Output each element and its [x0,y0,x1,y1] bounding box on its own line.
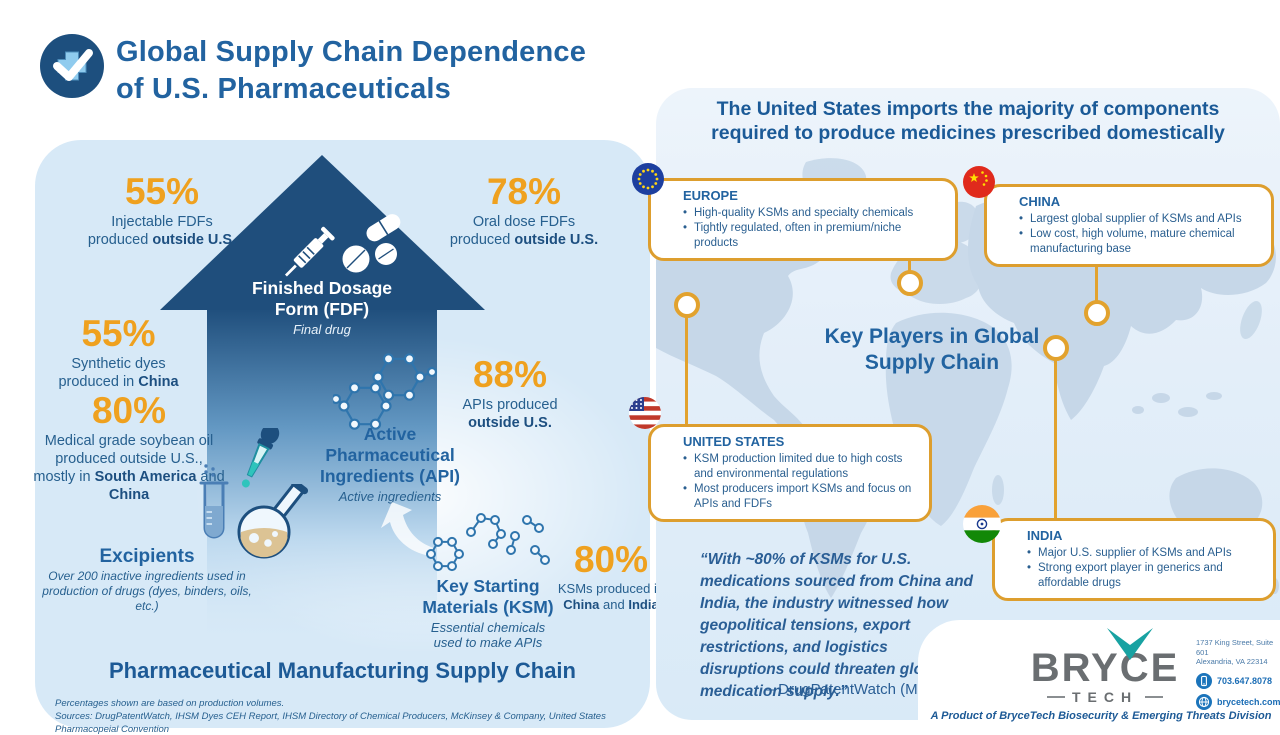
callout-bullet: Most producers import KSMs and focus on … [683,482,919,512]
callout-china: CHINA Largest global supplier of KSMs an… [984,184,1274,267]
arrow-shaft [207,308,437,645]
stat-soybean-oil: 80% Medical grade soybean oil produced o… [33,392,225,504]
stat-description: Oral dose FDFs produced outside U.S. [449,214,599,248]
stat-description: Injectable FDFs produced outside U.S. [87,214,237,248]
callout-bullet: Major U.S. supplier of KSMs and APIs [1027,546,1263,561]
brand-website-row: brycetech.com [1196,693,1280,710]
us-pin-line [685,313,688,424]
callout-title: EUROPE [683,188,738,203]
callout-bullet: High-quality KSMs and specialty chemical… [683,206,945,221]
brand-tagline: A Product of BryceTech Biosecurity & Eme… [930,710,1272,722]
stage-excipients-label: Excipients Over 200 inactive ingredients… [42,546,252,613]
flow-up-arrow-icon [381,502,434,556]
china-map-pin [1084,300,1110,326]
flask-icon [237,484,309,559]
brand-phone-row: 703.647.8078 [1196,672,1280,689]
europe-map-pin [897,270,923,296]
page-title: Global Supply Chain Dependence of U.S. P… [116,34,586,108]
syringe-icon [284,226,335,277]
dropper-icon [241,428,280,488]
stat-description: APIs produced outside U.S. [462,397,558,431]
india-pin-line [1054,356,1057,518]
teal-check-icon [1106,628,1153,660]
stat-injectable-fdf: 55% Injectable FDFs produced outside U.S… [62,173,262,249]
arrow-head [160,155,485,310]
api-molecule-icon [333,353,438,430]
brand-contact: 1737 King Street, Suite 601 Alexandria, … [1196,638,1280,710]
stage-fdf-label: Finished Dosage Form (FDF) Final drug [251,278,393,337]
india-map-pin [1043,335,1069,361]
ksm-molecules-icon [426,513,550,572]
phone-icon [1196,672,1212,689]
china-pin-line [1095,254,1098,305]
callout-bullet: Low cost, high volume, mature chemical m… [1019,227,1261,257]
stat-value: 80% [573,539,649,580]
globe-icon [1196,693,1212,710]
stat-value: 55% [124,171,200,212]
callout-bullet: Largest global supplier of KSMs and APIs [1019,212,1261,227]
callout-title: CHINA [1019,194,1061,209]
brand-wordmark: BRYCE [1031,628,1180,688]
stat-apis: 88% APIs produced outside U.S. [440,356,580,432]
page-title-line1: Global Supply Chain Dependence [116,36,587,68]
china-flag-icon [963,166,995,198]
brand-wordmark-sub: TECH [995,689,1215,705]
callout-title: UNITED STATES [683,434,785,449]
callout-europe: EUROPE High-quality KSMs and specialty c… [648,178,958,261]
brand-area [918,620,1280,735]
stat-oral-fdf: 78% Oral dose FDFs produced outside U.S. [418,173,630,249]
stat-value: 55% [81,313,156,354]
stat-description: Synthetic dyes produced in China [58,356,179,390]
map-headline: The United States imports the majority o… [711,98,1225,144]
stat-ksms: 80% KSMs produced in China and India [557,541,665,613]
sources-footnote: Percentages shown are based on productio… [55,698,606,735]
brand-address: 1737 King Street, Suite 601 Alexandria, … [1196,638,1274,666]
stat-value: 78% [486,171,562,212]
page-title-line2: of U.S. Pharmaceuticals [116,73,451,105]
eu-flag-icon [632,163,664,195]
callout-united-states: UNITED STATES KSM production limited due… [648,424,932,522]
stat-value: 80% [91,390,167,431]
map-title: Key Players in Global Supply Chain [824,325,1040,374]
india-flag-icon [963,505,1001,543]
stat-description: Medical grade soybean oil produced outsi… [33,433,225,503]
callout-title: INDIA [1027,528,1063,543]
supply-chain-title: Pharmaceutical Manufacturing Supply Chai… [109,658,576,683]
callout-bullet: Tightly regulated, often in premium/nich… [683,221,945,251]
stat-value: 88% [472,354,548,395]
medical-cross-check-icon [40,34,104,98]
brycetech-logo: BRYCE TECH [995,628,1215,705]
brand-website[interactable]: brycetech.com [1217,696,1280,707]
us-flag-icon [629,397,661,429]
stage-ksm-label: Key Starting Materials (KSM) Essential c… [422,576,554,650]
supply-chain-arrow [160,155,485,645]
callout-india: INDIA Major U.S. supplier of KSMs and AP… [992,518,1276,601]
stat-synthetic-dyes: 55% Synthetic dyes produced in China [36,315,201,391]
us-map-pin [674,292,700,318]
industry-quote: “With ~80% of KSMs for U.S. medications … [700,551,974,700]
callout-bullet: KSM production limited due to high costs… [683,452,919,482]
brand-phone: 703.647.8078 [1217,675,1273,686]
stage-api-label: Active Pharmaceutical Ingredients (API) … [319,424,460,504]
test-tube-icon [199,464,229,539]
callout-bullet: Strong export player in generics and aff… [1027,561,1263,591]
pills-icon [342,214,401,273]
stat-description: KSMs produced in China and India [557,581,665,612]
